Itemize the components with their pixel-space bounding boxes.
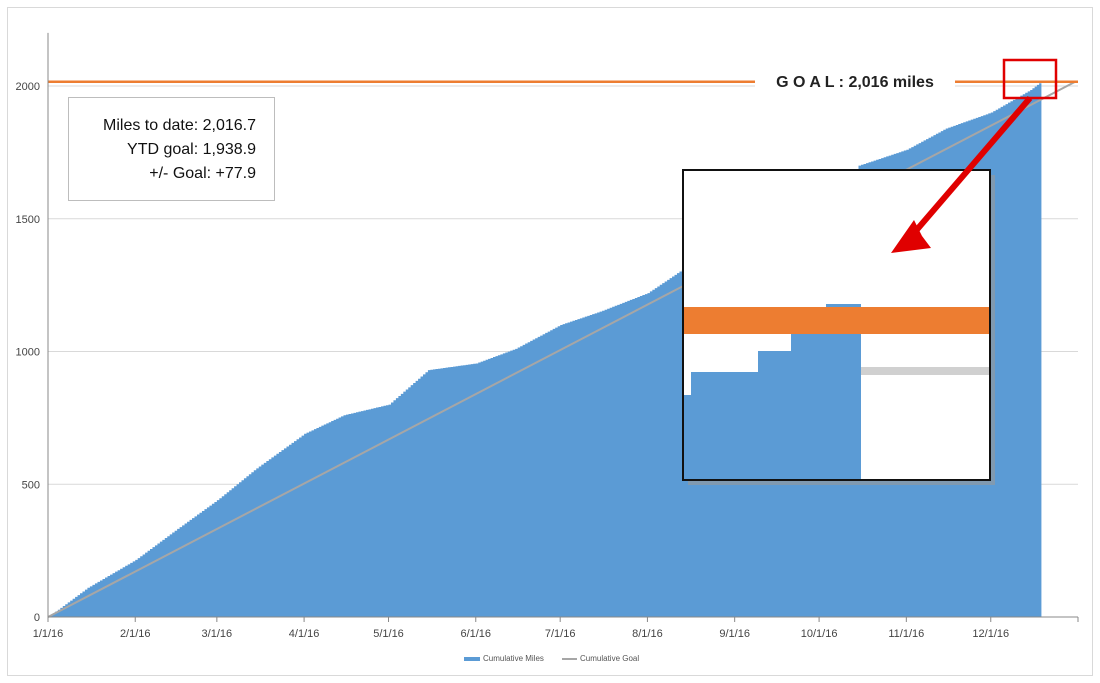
x-tick-label: 2/1/16 <box>120 628 151 640</box>
legend-swatch-cumulative-miles <box>464 657 480 661</box>
y-tick-label: 2000 <box>16 81 40 93</box>
inset-miles-step <box>691 372 758 480</box>
x-tick-label: 4/1/16 <box>289 628 320 640</box>
x-tick-label: 8/1/16 <box>632 628 663 640</box>
y-tick-label: 0 <box>34 612 40 624</box>
x-tick-label: 6/1/16 <box>460 628 491 640</box>
inset-goal-line <box>683 307 990 334</box>
x-tick-label: 11/1/16 <box>888 628 924 640</box>
x-tick-label: 12/1/16 <box>972 628 1009 640</box>
callout-arrow-shaft <box>905 96 1033 242</box>
callout-arrow-head <box>891 220 931 253</box>
legend-label-cumulative-miles: Cumulative Miles <box>483 654 544 663</box>
x-tick-label: 7/1/16 <box>545 628 576 640</box>
zoom-callout <box>891 58 1058 253</box>
goal-line-layer: G O A L : 2,016 miles <box>48 70 1078 92</box>
x-tick-label: 10/1/16 <box>801 628 838 640</box>
zoom-inset <box>682 169 995 485</box>
inset-miles-step <box>791 334 826 480</box>
miles-to-date-text: Miles to date: 2,016.7 <box>103 117 256 134</box>
x-axis-ticks: 1/1/16 2/1/16 3/1/16 4/1/16 5/1/16 6/1/16 7/1/… <box>33 617 1079 640</box>
stats-box: Miles to date: 2,016.7 YTD goal: 1,938.9… <box>68 97 275 201</box>
legend: Cumulative Miles Cumulative Goal <box>464 654 639 663</box>
inset-border <box>682 169 991 481</box>
inset-miles-step <box>758 351 791 480</box>
ytd-goal-text: YTD goal: 1,938.9 <box>127 141 256 158</box>
y-tick-label: 1500 <box>16 214 40 226</box>
legend-label-cumulative-goal: Cumulative Goal <box>580 654 639 663</box>
plus-minus-goal-text: +/- Goal: +77.9 <box>149 165 256 182</box>
goal-label-background <box>755 70 955 92</box>
inset-miles-step <box>683 395 691 480</box>
y-tick-label: 500 <box>22 479 40 491</box>
x-tick-label: 1/1/16 <box>33 628 64 640</box>
y-tick-label: 1000 <box>16 347 40 359</box>
x-tick-label: 9/1/16 <box>719 628 750 640</box>
goal-label: G O A L : 2,016 miles <box>776 74 934 91</box>
y-axis-ticks: 0 500 1000 1500 2000 <box>16 81 40 624</box>
x-tick-label: 3/1/16 <box>202 628 233 640</box>
x-tick-label: 5/1/16 <box>373 628 404 640</box>
inset-cumulative-goal-line <box>861 367 990 375</box>
